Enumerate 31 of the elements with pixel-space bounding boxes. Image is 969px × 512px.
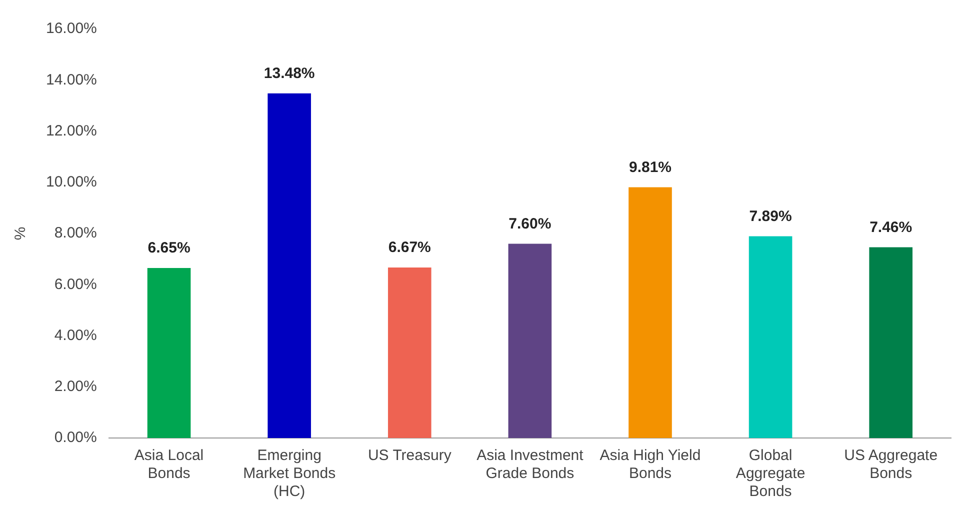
x-tick-label: US Aggregate Bonds: [844, 447, 938, 482]
data-label: 7.60%: [508, 215, 552, 232]
data-label: 7.89%: [749, 208, 792, 225]
x-tick-label: Emerging Market Bonds (HC): [243, 447, 336, 500]
y-tick-label: 0.00%: [54, 429, 97, 446]
bar: [388, 268, 432, 438]
y-tick-label: 16.00%: [46, 20, 97, 38]
data-label: 9.81%: [628, 158, 672, 176]
y-tick-label: 10.00%: [46, 174, 97, 191]
y-axis-title: %: [12, 226, 30, 240]
data-label: 7.46%: [870, 218, 912, 236]
data-label: 6.67%: [388, 239, 431, 256]
y-tick-label: 2.00%: [54, 378, 97, 396]
data-label: 6.65%: [148, 240, 190, 257]
data-label: 13.48%: [264, 65, 315, 82]
x-tick-label: US Treasury: [368, 447, 452, 464]
x-tick-label: Asia Local Bonds: [134, 447, 204, 482]
x-tick-label: Asia Investment Grade Bonds: [476, 447, 584, 482]
x-tick-label: Asia High Yield Bonds: [600, 447, 701, 482]
bar: [147, 268, 191, 438]
y-tick-label: 14.00%: [46, 71, 97, 88]
x-tick-label: Global Aggregate Bonds: [736, 447, 806, 500]
bar: [508, 244, 552, 438]
y-tick-label: 12.00%: [46, 122, 97, 140]
y-tick-label: 4.00%: [54, 326, 97, 344]
y-tick-label: 8.00%: [54, 224, 97, 242]
bar: [748, 236, 792, 438]
bar: [869, 247, 913, 438]
bar: [628, 187, 672, 438]
bar: [268, 93, 311, 438]
y-tick-label: 6.00%: [54, 276, 97, 293]
